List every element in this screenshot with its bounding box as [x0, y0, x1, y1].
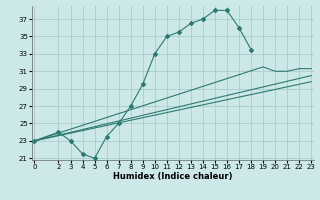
X-axis label: Humidex (Indice chaleur): Humidex (Indice chaleur)	[113, 172, 233, 181]
